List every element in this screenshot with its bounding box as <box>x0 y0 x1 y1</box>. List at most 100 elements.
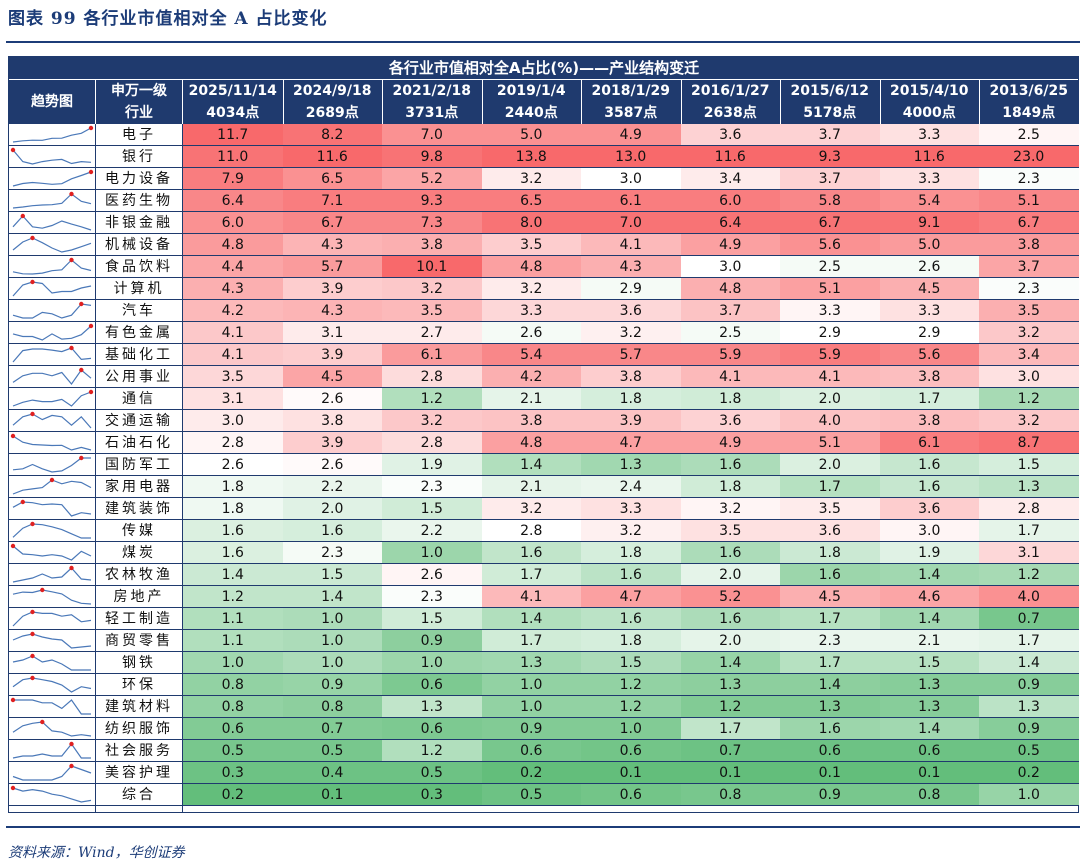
sparkline-path <box>12 149 92 165</box>
value-cell: 5.4 <box>879 190 979 212</box>
value-cell: 1.8 <box>780 542 880 564</box>
trend-sparkline <box>12 257 92 275</box>
value-cell: 2.8 <box>481 520 581 542</box>
trend-sparkline <box>12 741 91 759</box>
value-cell: 1.8 <box>581 542 681 564</box>
value-cell: 2.3 <box>780 630 880 652</box>
value-cell: 2.0 <box>680 630 780 652</box>
trend-sparkline <box>12 235 92 253</box>
value-cell: 3.5 <box>183 366 283 388</box>
value-cell: 3.8 <box>481 410 581 432</box>
value-cell: 6.7 <box>780 212 880 234</box>
row-divider <box>9 189 1079 190</box>
value-cell: 1.4 <box>481 608 581 630</box>
column-date: 2015/6/12 <box>790 83 869 99</box>
value-cell: 1.6 <box>780 718 880 740</box>
row-divider <box>9 299 1079 300</box>
value-cell: 6.4 <box>680 212 780 234</box>
value-cell: 1.3 <box>979 696 1079 718</box>
row-divider <box>9 233 1079 234</box>
value-cell: 1.5 <box>979 454 1079 476</box>
column-header: 2013/6/25 1849点 <box>979 80 1079 124</box>
trend-sparkline <box>12 455 91 473</box>
value-cell: 1.5 <box>382 498 482 520</box>
value-cell: 5.0 <box>879 234 979 256</box>
value-cell: 1.0 <box>382 542 482 564</box>
value-cell: 2.3 <box>282 542 382 564</box>
sparkline-path <box>12 677 92 693</box>
industry-header: 申万一级 行业 <box>111 83 167 121</box>
value-cell: 4.6 <box>879 586 979 608</box>
value-cell: 11.7 <box>183 124 283 146</box>
value-cell: 1.4 <box>979 652 1079 674</box>
value-cell: 3.1 <box>282 322 382 344</box>
row-divider <box>9 475 1079 476</box>
row-divider <box>9 805 1079 806</box>
trend-sparkline <box>12 675 92 693</box>
value-cell: 2.0 <box>780 454 880 476</box>
trend-sparkline <box>12 477 92 495</box>
row-divider <box>9 783 1079 784</box>
value-cell: 0.8 <box>183 674 283 696</box>
value-cell: 1.1 <box>183 630 283 652</box>
sparkline-max-marker <box>30 653 35 659</box>
value-cell: 4.5 <box>780 586 880 608</box>
value-cell: 1.3 <box>382 696 482 718</box>
trend-sparkline <box>12 389 94 407</box>
value-cell: 3.9 <box>282 344 382 366</box>
sparkline-path <box>12 545 92 561</box>
value-cell: 1.7 <box>481 564 581 586</box>
value-cell: 2.9 <box>780 322 880 344</box>
row-divider <box>9 497 1079 498</box>
value-cell: 0.6 <box>780 740 880 762</box>
value-cell: 7.9 <box>183 168 283 190</box>
column-header: 2019/1/4 2440点 <box>482 80 582 124</box>
value-cell: 1.4 <box>183 564 283 586</box>
header-divider <box>879 80 881 124</box>
value-cell: 1.3 <box>979 476 1079 498</box>
value-cell: 1.0 <box>979 784 1079 806</box>
value-cell: 8.2 <box>282 124 382 146</box>
industry-name: 通信 <box>122 391 156 407</box>
sparkline-max-marker <box>69 345 74 351</box>
value-cell: 1.7 <box>481 630 581 652</box>
value-cell: 1.0 <box>282 652 382 674</box>
value-cell: 1.6 <box>282 520 382 542</box>
sparkline-path <box>12 347 92 363</box>
value-cell: 0.9 <box>282 674 382 696</box>
value-cell: 1.3 <box>581 454 681 476</box>
column-date: 2019/1/4 <box>496 83 566 99</box>
header-divider <box>979 80 980 124</box>
value-cell: 6.1 <box>879 432 979 454</box>
value-cell: 11.0 <box>183 146 283 168</box>
sparkline-max-marker <box>69 257 74 263</box>
value-cell: 3.7 <box>680 300 780 322</box>
value-cell: 1.7 <box>979 520 1079 542</box>
value-cell: 1.6 <box>183 542 283 564</box>
row-divider <box>9 321 1079 322</box>
trend-sparkline <box>10 543 92 561</box>
value-cell: 3.5 <box>481 234 581 256</box>
sparkline-max-marker <box>88 125 94 131</box>
value-cell: 2.8 <box>183 432 283 454</box>
value-cell: 1.4 <box>780 674 880 696</box>
trend-sparkline <box>12 609 92 627</box>
trend-sparkline <box>12 125 94 143</box>
figure-title: 图表 99 各行业市值相对全 A 占比变化 <box>8 9 328 29</box>
value-cell: 5.9 <box>680 344 780 366</box>
industry-name: 轻工制造 <box>105 611 173 627</box>
sparkline-max-marker <box>30 279 35 285</box>
value-cell: 2.9 <box>581 278 681 300</box>
value-cell: 5.6 <box>879 344 979 366</box>
value-cell: 1.4 <box>481 454 581 476</box>
column-date: 2015/4/10 <box>890 83 969 99</box>
value-cell: 4.1 <box>183 344 283 366</box>
value-cell: 1.6 <box>581 608 681 630</box>
header-row: 趋势图 申万一级 行业 2025/11/14 4034点 2024/9/18 2689… <box>9 80 1079 124</box>
value-cell: 0.8 <box>879 784 979 806</box>
sparkline-path <box>12 501 92 517</box>
value-cell: 2.5 <box>780 256 880 278</box>
value-cell: 3.8 <box>282 410 382 432</box>
value-cell: 3.7 <box>979 256 1079 278</box>
value-cell: 2.0 <box>282 498 382 520</box>
